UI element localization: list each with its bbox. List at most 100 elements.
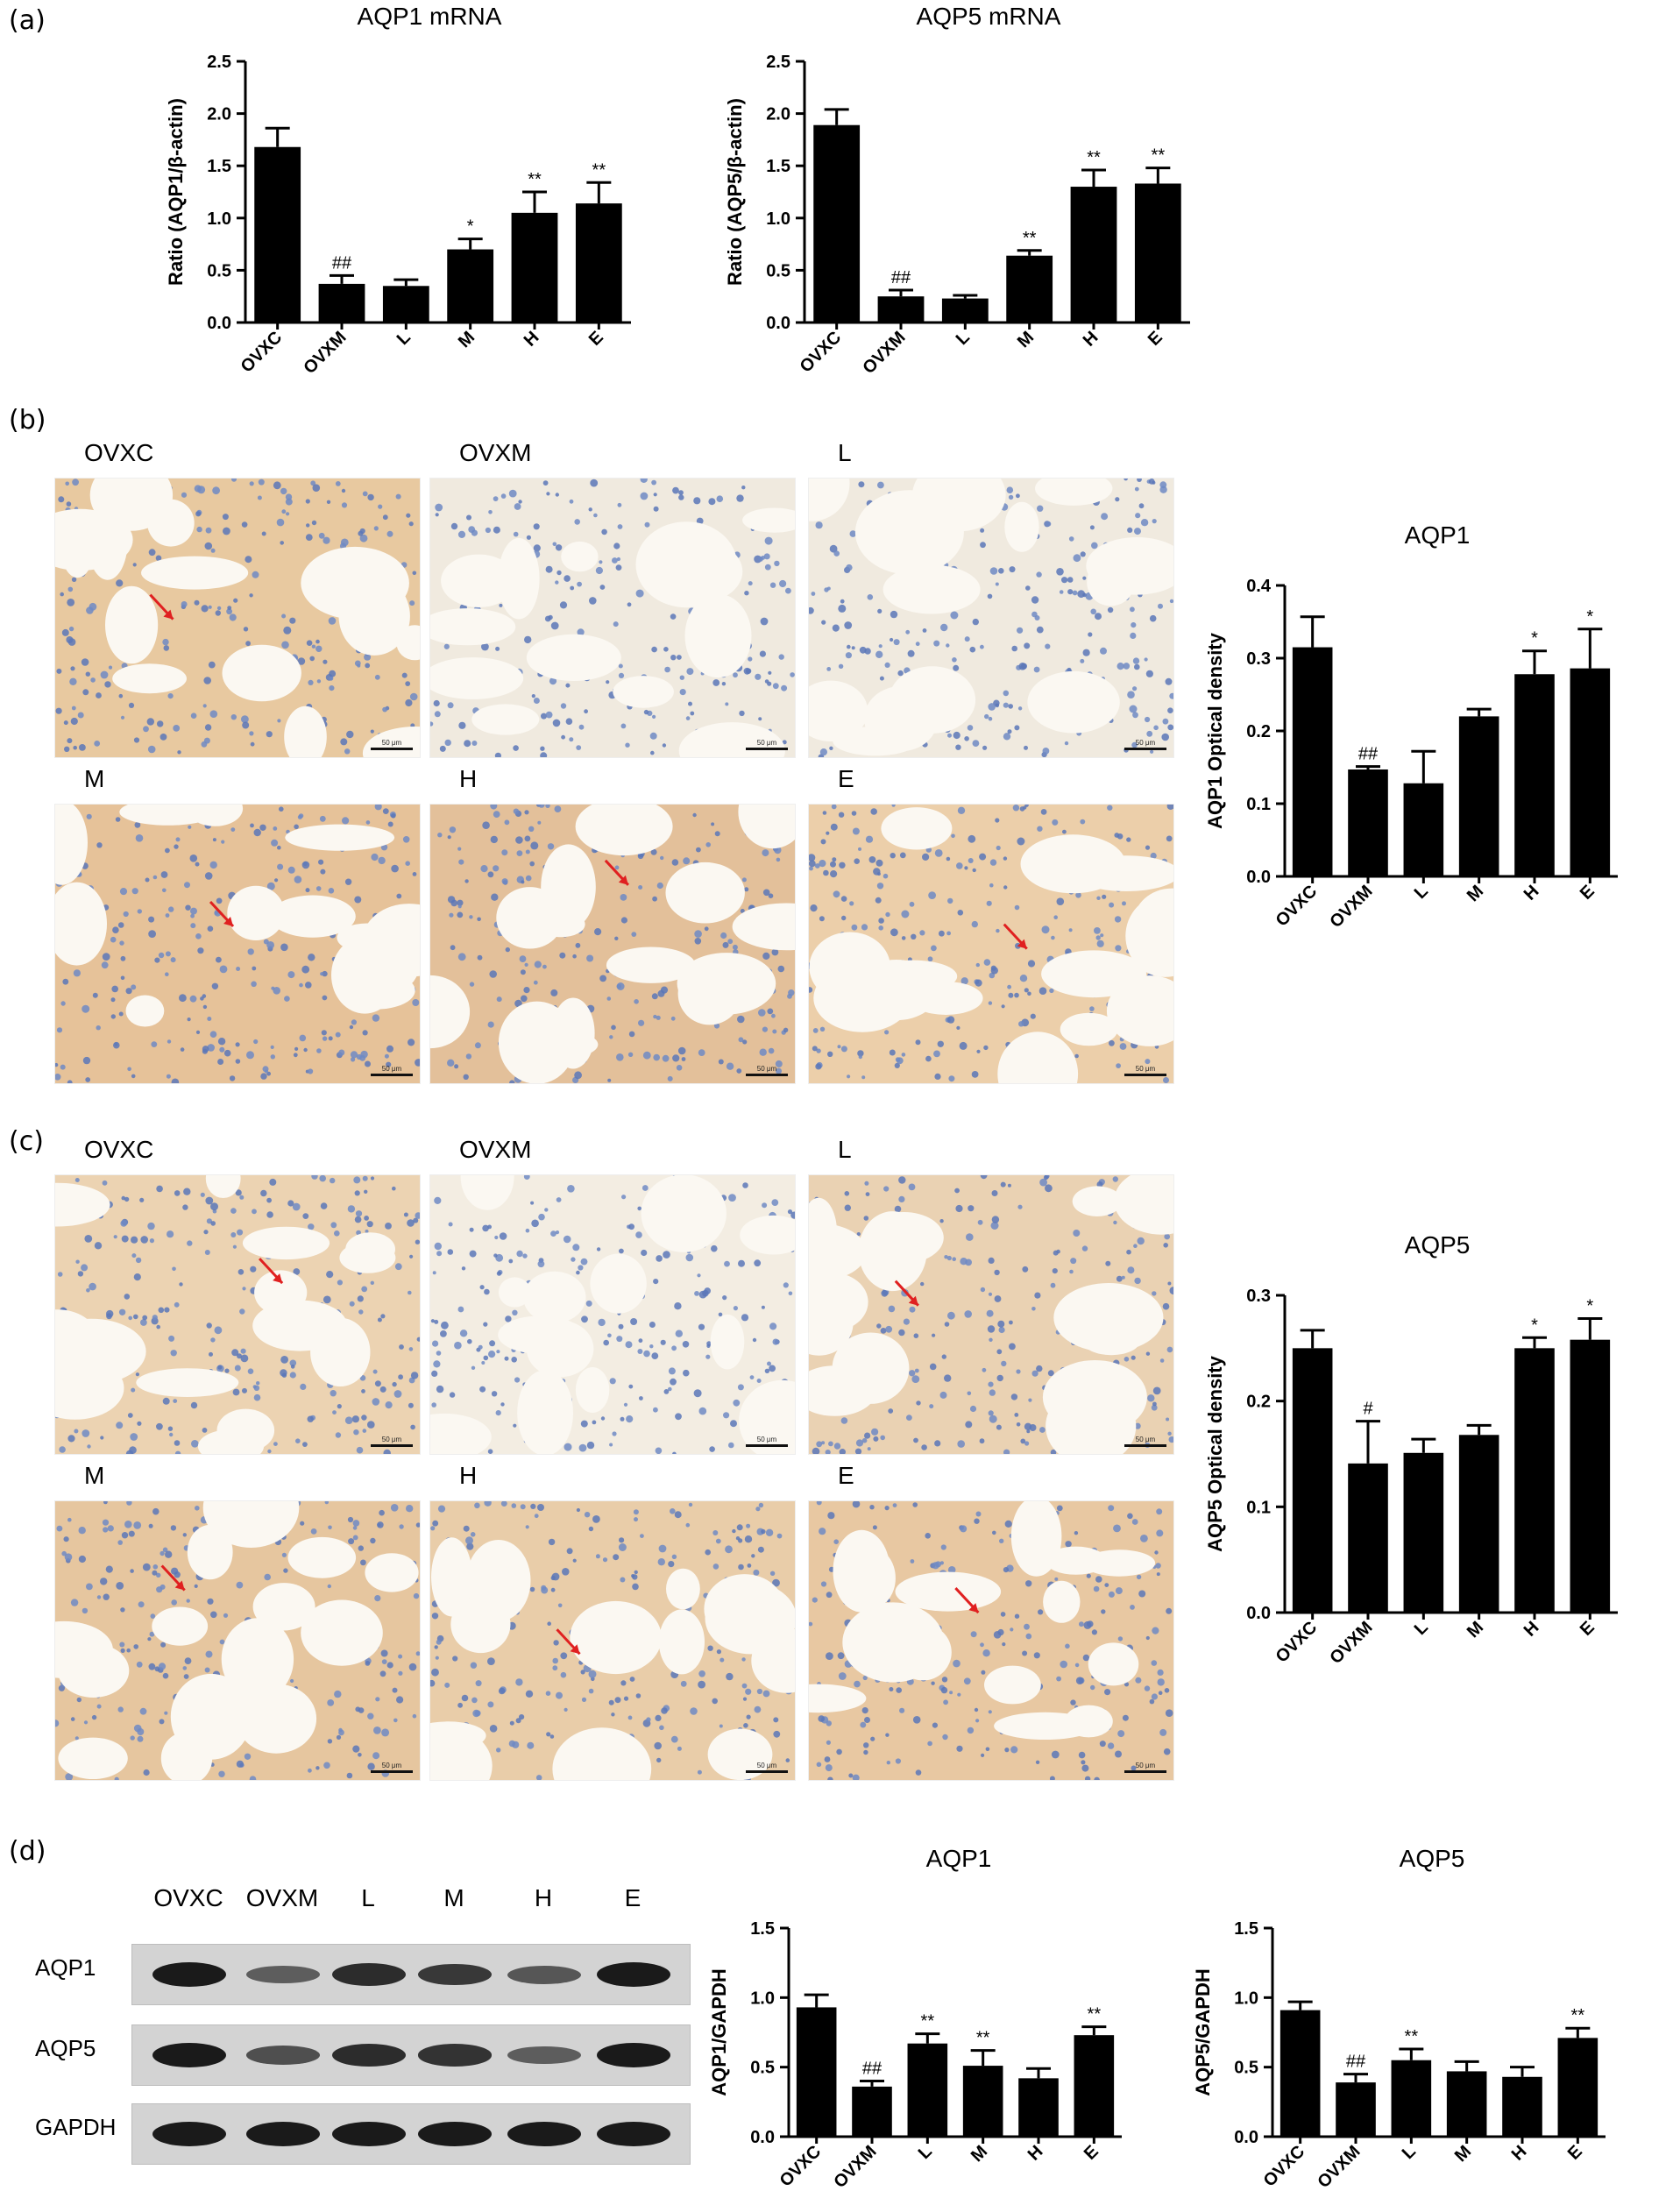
blot-band: [332, 2122, 406, 2146]
bar-chart-a1: AQP1 mRNA Ratio (AQP1/β-actin) 0.0 0.5 1.0 1.…: [165, 3, 631, 378]
micrograph-label: L: [838, 1136, 852, 1163]
significance-mark: ##: [332, 253, 352, 273]
bar: [254, 146, 301, 323]
x-tick-label: M: [1014, 328, 1038, 351]
y-tick-label: 0.2: [1246, 722, 1271, 741]
chart-title: AQP5 mRNA: [917, 3, 1061, 30]
chart-title: AQP5: [1400, 1845, 1465, 1872]
y-tick-label: 1.5: [766, 157, 790, 176]
x-tick-label: OVXM: [859, 328, 909, 378]
significance-mark: *: [467, 217, 474, 237]
micrograph-label: E: [838, 765, 854, 792]
x-tick-label: E: [1564, 2142, 1586, 2164]
scale-bar-label: 50 μm: [756, 739, 777, 747]
micrograph-image: 50 μm: [808, 478, 1174, 758]
bar-chart-d2: AQP5 AQP5/GAPDH 0.0 0.5 1.0 1.5 OVXC ## OVXM ** L M…: [1192, 1845, 1606, 2191]
micrograph-image: 50 μm: [54, 478, 421, 758]
y-axis-label: AQP1/GAPDH: [708, 1968, 730, 2095]
micrograph-label: H: [459, 765, 478, 792]
y-tick-label: 2.5: [207, 53, 231, 72]
x-tick-label: L: [953, 328, 974, 349]
x-tick-label: OVXC: [1272, 1618, 1322, 1667]
blot-lane-label: L: [361, 1884, 375, 1911]
bar: [907, 2043, 948, 2137]
blot-band: [507, 2122, 581, 2146]
bar: [1514, 1348, 1555, 1613]
micrograph-label: M: [84, 1462, 105, 1489]
blot-band: [152, 1962, 226, 1987]
y-tick-label: 0.0: [207, 314, 231, 333]
bar: [1502, 2076, 1542, 2137]
panel-label-b: (b): [9, 405, 46, 436]
bar-chart-c: AQP5 AQP5 Optical density 0.0 0.1 0.2 0.3 OVXC…: [1204, 1231, 1618, 1668]
significance-mark: **: [528, 170, 542, 189]
blot-lane-label: OVXC: [153, 1884, 223, 1911]
western-blot: OVXC OVXM L M H E AQP1 AQP5 GAPDH: [0, 1884, 701, 2191]
x-tick-label: M: [1464, 882, 1487, 905]
scale-bar: 50 μm: [1124, 1762, 1166, 1773]
significance-mark: *: [1531, 629, 1538, 649]
x-tick-label: E: [1081, 2142, 1102, 2164]
blot-lane-label: OVXM: [245, 1884, 319, 1911]
y-tick-label: 1.5: [207, 157, 231, 176]
scale-bar-label: 50 μm: [1135, 1436, 1156, 1443]
micrograph-label: M: [84, 765, 105, 792]
chart-title: AQP5: [1405, 1231, 1471, 1259]
x-tick-label: H: [1508, 2142, 1531, 2165]
blot-row-label: AQP1: [35, 1954, 96, 1981]
micrograph-image: 50 μm: [54, 1174, 421, 1455]
blot-band: [246, 1965, 320, 1984]
micrograph-image: 50 μm: [429, 1174, 796, 1455]
x-tick-label: OVXM: [1326, 1618, 1376, 1668]
scale-bar-label: 50 μm: [381, 1762, 402, 1769]
blot-band: [246, 2122, 320, 2146]
y-axis-label: AQP5 Optical density: [1204, 1355, 1226, 1551]
scale-bar-label: 50 μm: [381, 739, 402, 747]
blot-row-label: GAPDH: [35, 2114, 117, 2140]
y-tick-label: 1.0: [1234, 1989, 1258, 2008]
bar: [1018, 2078, 1059, 2137]
scale-bar-label: 50 μm: [1135, 739, 1156, 747]
micrograph-image: 50 μm: [429, 478, 796, 758]
scale-bar: 50 μm: [746, 739, 788, 750]
significance-mark: **: [1023, 229, 1037, 248]
bar: [1514, 674, 1555, 876]
blot-band: [597, 1962, 670, 1987]
y-tick-label: 0.1: [1246, 1498, 1271, 1517]
significance-mark: **: [1087, 148, 1101, 167]
scale-bar-label: 50 μm: [1135, 1762, 1156, 1769]
y-tick-label: 0.5: [207, 261, 231, 280]
bar: [1391, 2060, 1432, 2137]
y-tick-label: 0.0: [750, 2128, 775, 2147]
micrograph-image: 50 μm: [54, 804, 421, 1084]
scale-bar-label: 50 μm: [381, 1065, 402, 1073]
x-tick-label: OVXM: [1314, 2142, 1364, 2191]
x-tick-label: E: [1577, 882, 1598, 904]
x-tick-label: M: [1451, 2142, 1475, 2166]
x-tick-label: L: [915, 2142, 936, 2163]
scale-bar: 50 μm: [1124, 1436, 1166, 1447]
chart-title: AQP1: [1405, 521, 1471, 549]
bar: [1074, 2035, 1115, 2137]
blot-band: [246, 2046, 320, 2065]
blot-lane-label: H: [534, 1884, 553, 1911]
scale-bar: 50 μm: [1124, 1065, 1166, 1076]
x-tick-label: E: [1577, 1618, 1598, 1640]
y-tick-label: 2.0: [766, 105, 790, 124]
scale-bar: 50 μm: [371, 1436, 413, 1447]
bar: [796, 2007, 837, 2137]
blot-row-label: AQP5: [35, 2035, 96, 2061]
y-tick-label: 0.5: [750, 2059, 775, 2078]
bar: [1403, 1452, 1444, 1613]
micrograph-image: 50 μm: [808, 804, 1174, 1084]
blot-lane-label: M: [443, 1884, 464, 1911]
y-tick-label: 0.3: [1246, 1287, 1271, 1306]
micrograph-image: 50 μm: [808, 1500, 1174, 1781]
panel-label-c: (c): [9, 1126, 44, 1157]
blot-band: [332, 2044, 406, 2067]
y-tick-label: 0.5: [766, 261, 790, 280]
bar: [1279, 2010, 1321, 2137]
micrograph-label: OVXM: [459, 439, 532, 466]
scale-bar: 50 μm: [371, 739, 413, 750]
significance-mark: **: [1405, 2027, 1419, 2046]
